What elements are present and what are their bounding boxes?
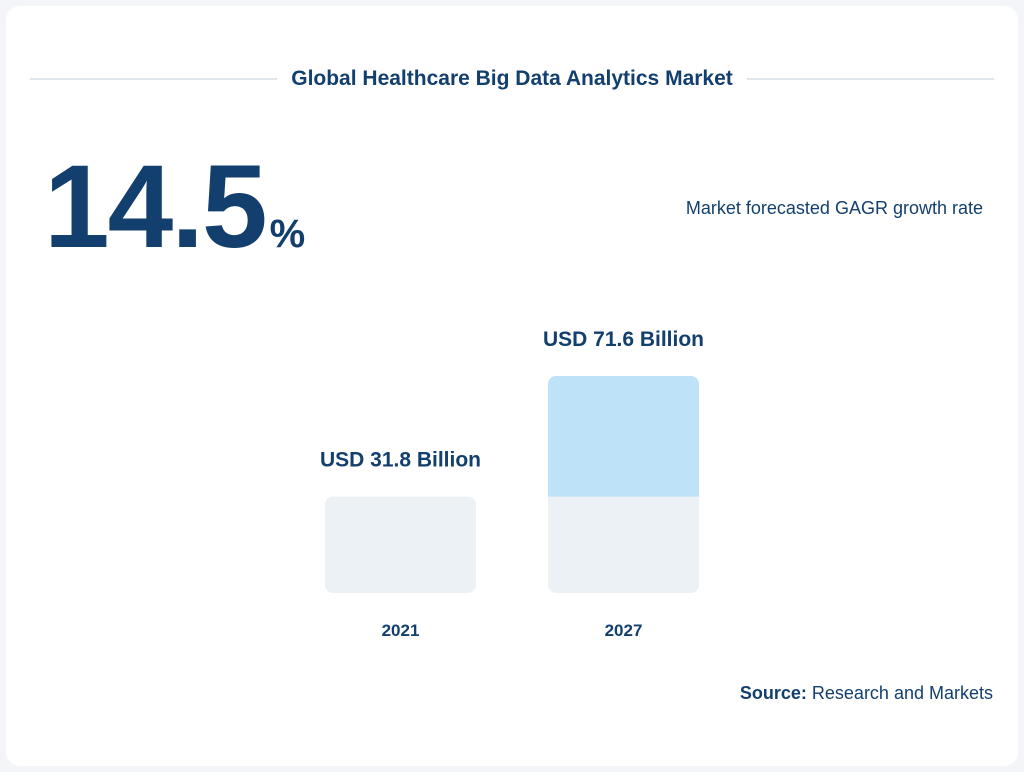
- cagr-unit: %: [269, 212, 306, 256]
- source-note: Source: Research and Markets: [740, 683, 993, 704]
- source-text: Research and Markets: [811, 683, 993, 703]
- x-tick-label-2027: 2027: [605, 621, 643, 640]
- x-tick-label-2021: 2021: [382, 621, 420, 640]
- chart-title: Global Healthcare Big Data Analytics Mar…: [291, 67, 733, 90]
- growth-segment-2027: [548, 376, 699, 497]
- data-label-2027: USD 71.6 Billion: [543, 328, 704, 351]
- data-label-2021: USD 31.8 Billion: [320, 449, 481, 472]
- cagr-number: 14.5: [44, 141, 268, 273]
- title-row: Global Healthcare Big Data Analytics Mar…: [30, 62, 995, 96]
- source-label: Source:: [739, 683, 807, 703]
- cagr-caption: Market forecasted GAGR growth rate: [685, 198, 983, 218]
- infographic-card: [6, 6, 1018, 766]
- cagr-value: 14.5%: [44, 148, 305, 266]
- title-rule-right: [746, 78, 995, 80]
- title-rule-left: [30, 78, 278, 80]
- bar-2021: [325, 496, 476, 593]
